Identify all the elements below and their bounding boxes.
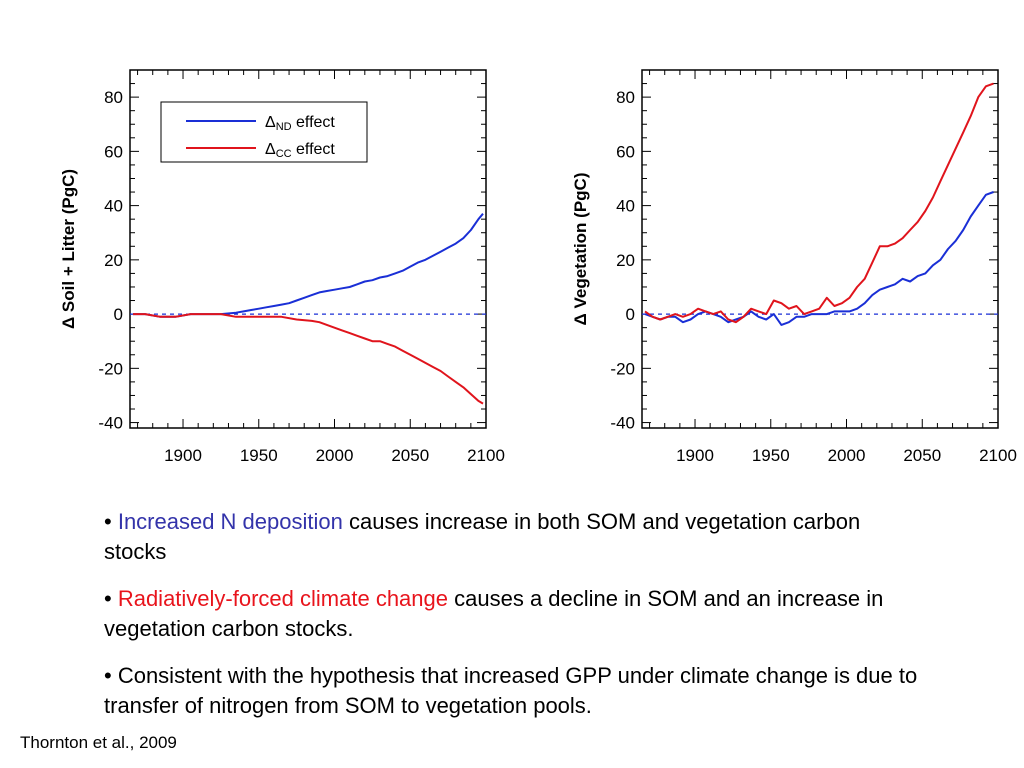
x-tick-label: 1900 xyxy=(676,446,714,465)
y-tick-label: -20 xyxy=(610,359,635,378)
bullet-marker: • xyxy=(104,586,112,611)
x-tick-label: 1900 xyxy=(164,446,202,465)
bullet-marker: • xyxy=(104,509,112,534)
vegetation-chart: 1900 1950 2000 2050 2100 -40 -20 0 20 40 60 80 Δ Veg… xyxy=(571,69,1017,465)
plot-frame xyxy=(641,69,999,429)
bullet-text: causes increase in both SOM and vegetati… xyxy=(104,509,861,564)
plot-frame xyxy=(129,69,487,429)
y-tick-label: -20 xyxy=(98,359,123,378)
x-tick-label: 1950 xyxy=(752,446,790,465)
legend-box xyxy=(160,101,368,163)
legend-entry: ΔND effect xyxy=(265,114,335,133)
series-line-2 xyxy=(133,313,484,405)
x-tick-label: 1950 xyxy=(240,446,278,465)
bullet-list: • Increased N deposition causes increase… xyxy=(104,507,924,738)
y-axis-label: Δ Soil + Litter (PgC) xyxy=(59,169,78,329)
y-tick-label: 40 xyxy=(616,197,635,216)
x-tick-label: 2050 xyxy=(903,446,941,465)
y-tick-label: -40 xyxy=(610,414,635,433)
legend: ΔND effect ΔCC effect xyxy=(160,101,368,163)
bullet-highlight: Radiatively-forced climate change xyxy=(117,586,448,611)
y-tick-label: 20 xyxy=(616,251,635,270)
y-tick-label: 60 xyxy=(104,142,123,161)
bullet-marker: • xyxy=(104,663,112,688)
y-tick-label: -40 xyxy=(98,414,123,433)
bullet-item-2: • Radiatively-forced climate change caus… xyxy=(104,584,924,644)
series-line-1 xyxy=(644,191,994,326)
bullet-item-3: • Consistent with the hypothesis that in… xyxy=(104,661,924,721)
bullet-highlight: Increased N deposition xyxy=(117,509,343,534)
y-axis-label: Δ Vegetation (PgC) xyxy=(571,173,590,326)
bullet-text: causes a decline in SOM and an increase … xyxy=(104,586,884,641)
bullet-item-1: • Increased N deposition causes increase… xyxy=(104,507,924,567)
y-tick-label: 0 xyxy=(626,305,635,324)
x-tick-label: 2100 xyxy=(979,446,1017,465)
x-tick-label: 2050 xyxy=(391,446,429,465)
y-tick-label: 80 xyxy=(104,88,123,107)
citation: Thornton et al., 2009 xyxy=(20,733,177,752)
x-tick-label: 2100 xyxy=(467,446,505,465)
y-tick-label: 20 xyxy=(104,251,123,270)
series-line-2 xyxy=(644,82,994,324)
bullet-text: Consistent with the hypothesis that incr… xyxy=(104,663,918,718)
x-tick-label: 2000 xyxy=(828,446,866,465)
y-tick-label: 0 xyxy=(114,305,123,324)
x-tick-label: 2000 xyxy=(316,446,354,465)
y-tick-label: 40 xyxy=(104,197,123,216)
y-tick-label: 60 xyxy=(616,142,635,161)
legend-entry: ΔCC effect xyxy=(265,141,335,160)
y-tick-label: 80 xyxy=(616,88,635,107)
soil-litter-chart: 1900 1950 2000 2050 2100 -40 -20 0 20 40 60 80 Δ Soi… xyxy=(59,69,505,465)
series-line-1 xyxy=(133,213,484,318)
